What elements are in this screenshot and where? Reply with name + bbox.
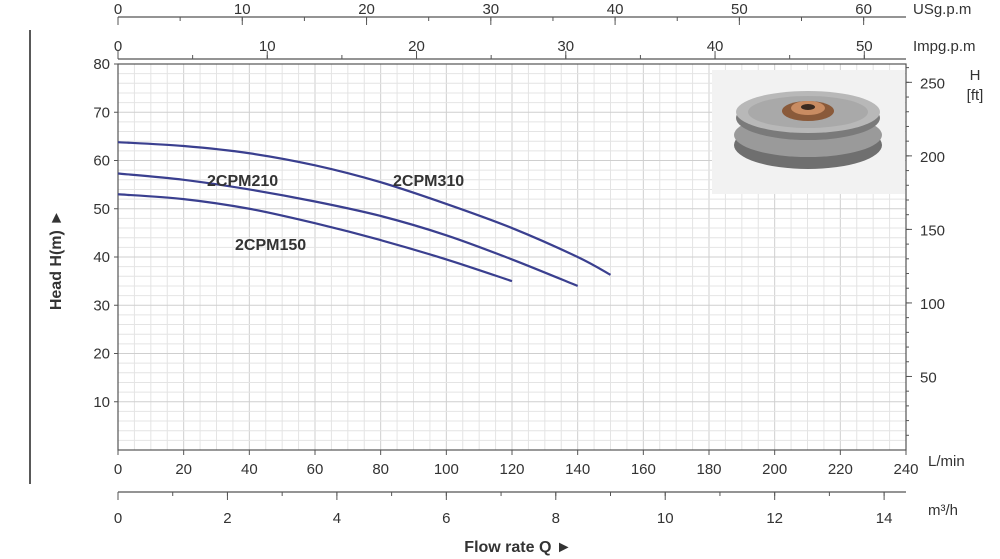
x-unit-label: L/min [928,453,965,470]
impgpm-tick-label: 10 [259,38,276,55]
series-curves [117,141,612,287]
m3h-tick-label: 8 [552,510,560,527]
x-tick-label: 60 [307,461,324,478]
series-line-2cpm210 [117,172,579,287]
ft-tick-label: 150 [920,222,945,239]
series-line-2cpm310 [117,141,612,276]
x-tick-label: 120 [499,461,524,478]
impgpm-tick-label: 30 [557,38,574,55]
y-tick-label: 80 [93,56,110,73]
ft-tick-label: 250 [920,75,945,92]
x-tick-label: 140 [565,461,590,478]
x-tick-label: 0 [114,461,122,478]
y-tick-label: 30 [93,297,110,314]
impgpm-unit-label: Impg.p.m [913,38,976,55]
y-tick-label: 10 [93,394,110,411]
series-label-2cpm310: 2CPM310 [393,173,464,190]
usgpm-unit-label: USg.p.m [913,1,971,18]
m3h-tick-label: 10 [657,510,674,527]
usgpm-tick-label: 0 [114,1,122,18]
m3h-tick-label: 6 [442,510,450,527]
m3h-tick-label: 0 [114,510,122,527]
usgpm-tick-label: 30 [482,1,499,18]
y-tick-label: 40 [93,249,110,266]
usgpm-tick-label: 20 [358,1,375,18]
x-tick-label: 100 [434,461,459,478]
m3h-tick-label: 4 [333,510,341,527]
x-tick-label: 160 [631,461,656,478]
ft-tick-label: 200 [920,149,945,166]
impgpm-tick-label: 0 [114,38,122,55]
usgpm-tick-label: 10 [234,1,251,18]
m3h-tick-label: 2 [223,510,231,527]
series-line-2cpm150 [117,193,513,283]
usgpm-tick-label: 50 [731,1,748,18]
x-tick-label: 220 [828,461,853,478]
x-axis-title: Flow rate Q ► [464,539,571,556]
x-tick-label: 20 [175,461,192,478]
m3h-tick-label: 14 [876,510,893,527]
x-tick-label: 200 [762,461,787,478]
ft-tick-label: 50 [920,369,937,386]
impeller-photo [712,70,905,194]
y-axis-title: Head H(m) ► [48,210,65,310]
usgpm-tick-label: 40 [607,1,624,18]
labels: 2CPM150 2CPM210 2CPM310 [207,173,464,254]
y-tick-label: 20 [93,346,110,363]
y-tick-label: 50 [93,201,110,218]
x-tick-label: 180 [696,461,721,478]
usgpm-tick-label: 60 [855,1,872,18]
x-tick-label: 40 [241,461,258,478]
impgpm-tick-label: 40 [707,38,724,55]
ft-unit-label-bracket: [ft] [967,87,984,104]
y-tick-label: 70 [93,104,110,121]
series-label-2cpm150: 2CPM150 [235,237,306,254]
series-label-2cpm210: 2CPM210 [207,173,278,190]
m3h-unit-label: m³/h [928,502,958,519]
x-tick-label: 240 [893,461,918,478]
impgpm-tick-label: 20 [408,38,425,55]
m3h-tick-label: 12 [766,510,783,527]
ft-tick-label: 100 [920,296,945,313]
y-tick-label: 60 [93,153,110,170]
x-tick-label: 80 [372,461,389,478]
ft-unit-label: H [970,67,981,84]
impgpm-tick-label: 50 [856,38,873,55]
